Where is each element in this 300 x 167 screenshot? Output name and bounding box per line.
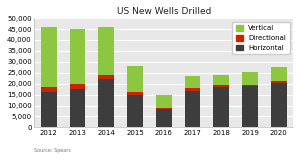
- Legend: Vertical, Directional, Horizontal: Vertical, Directional, Horizontal: [232, 22, 290, 54]
- Bar: [41, 27, 57, 87]
- Bar: [271, 67, 286, 81]
- Bar: [213, 85, 229, 87]
- Bar: [41, 92, 57, 127]
- Bar: [98, 75, 114, 79]
- Bar: [242, 85, 258, 86]
- Bar: [70, 84, 86, 89]
- Bar: [184, 91, 200, 127]
- Bar: [127, 95, 143, 127]
- Bar: [271, 81, 286, 82]
- Bar: [156, 109, 172, 127]
- Bar: [70, 29, 86, 84]
- Bar: [213, 87, 229, 127]
- Bar: [271, 82, 286, 127]
- Bar: [184, 88, 200, 91]
- Bar: [98, 27, 114, 75]
- Bar: [127, 66, 143, 92]
- Bar: [156, 95, 172, 108]
- Bar: [156, 108, 172, 109]
- Text: Source: Spears: Source: Spears: [34, 148, 71, 153]
- Bar: [242, 72, 258, 85]
- Bar: [242, 86, 258, 127]
- Bar: [70, 89, 86, 127]
- Bar: [98, 79, 114, 127]
- Bar: [213, 75, 229, 85]
- Bar: [127, 92, 143, 95]
- Bar: [41, 87, 57, 92]
- Bar: [184, 76, 200, 88]
- Title: US New Wells Drilled: US New Wells Drilled: [117, 7, 211, 16]
